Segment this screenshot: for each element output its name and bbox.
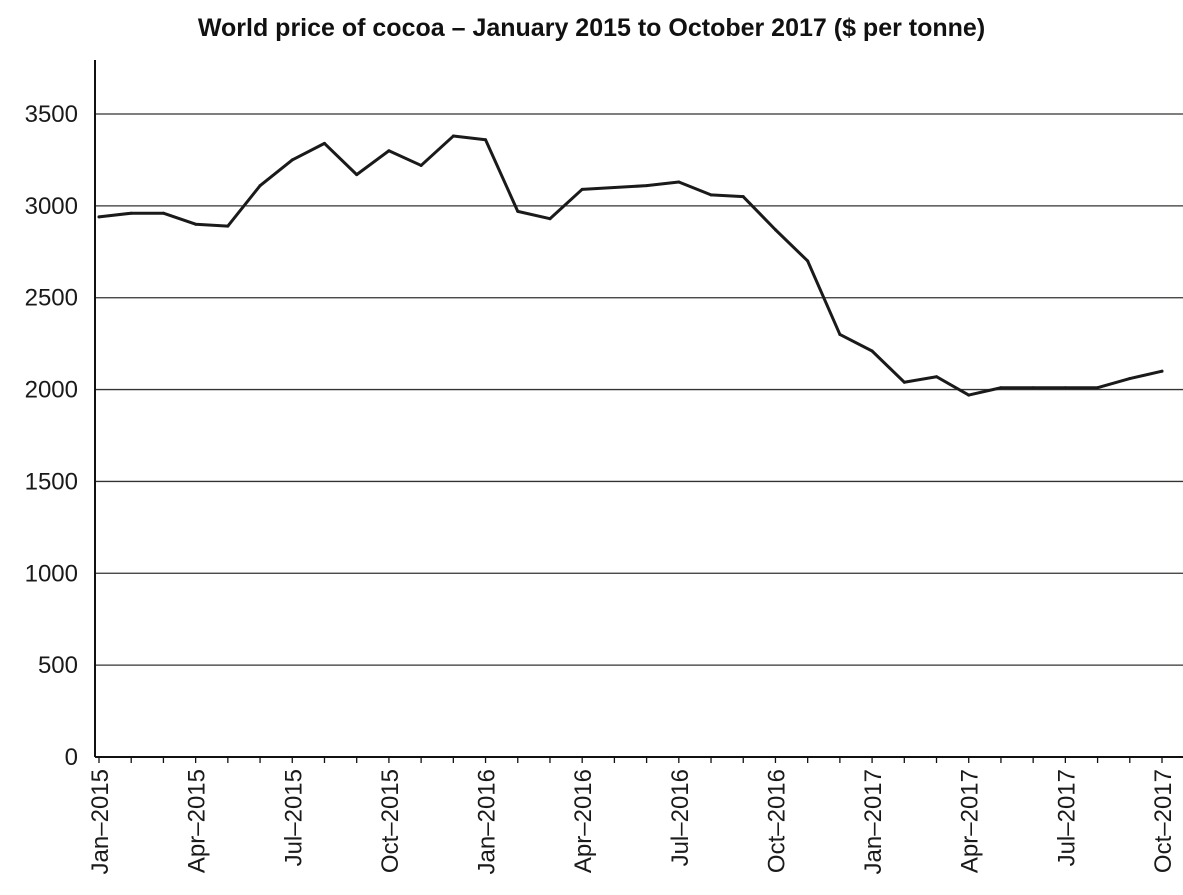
data-point bbox=[806, 259, 810, 263]
data-point bbox=[548, 217, 552, 221]
data-point bbox=[258, 184, 262, 188]
x-tick-label: Oct–2015 bbox=[377, 769, 404, 873]
x-tick-label: Jan–2016 bbox=[474, 769, 501, 874]
data-point bbox=[870, 349, 874, 353]
data-point bbox=[677, 180, 681, 184]
x-tick-label: Jul–2016 bbox=[667, 769, 694, 866]
data-point bbox=[355, 173, 359, 177]
data-point bbox=[161, 211, 165, 215]
x-tick-label: Apr–2016 bbox=[570, 769, 597, 873]
data-point bbox=[741, 195, 745, 199]
y-tick-label: 3500 bbox=[25, 101, 78, 128]
data-point bbox=[97, 215, 101, 219]
data-point bbox=[902, 380, 906, 384]
y-tick-label: 3000 bbox=[25, 193, 78, 220]
x-tick-label: Jan–2017 bbox=[860, 769, 887, 874]
data-point bbox=[387, 149, 391, 153]
x-tick-label: Oct–2016 bbox=[763, 769, 790, 873]
data-point bbox=[194, 222, 198, 226]
x-tick-label: Oct–2017 bbox=[1150, 769, 1177, 873]
data-point bbox=[290, 158, 294, 162]
data-point bbox=[838, 332, 842, 336]
x-tick-label: Jan–2015 bbox=[87, 769, 114, 874]
data-point bbox=[129, 211, 133, 215]
series-line bbox=[97, 134, 1164, 397]
x-tick-labels: Jan–2015 Apr–2015 Jul–2015 Oct–2015 Jan–2016… bbox=[87, 769, 1177, 874]
data-point bbox=[1096, 386, 1100, 390]
gridlines bbox=[95, 113, 1183, 666]
data-point bbox=[1160, 369, 1164, 373]
data-point bbox=[226, 224, 230, 228]
y-tick-label: 2000 bbox=[25, 377, 78, 404]
data-point bbox=[580, 187, 584, 191]
y-tick-label: 1000 bbox=[25, 560, 78, 587]
x-tick-label: Apr–2015 bbox=[184, 769, 211, 873]
data-point bbox=[516, 209, 520, 213]
data-point bbox=[1031, 386, 1035, 390]
y-tick-label: 500 bbox=[38, 652, 78, 679]
axes bbox=[94, 60, 1183, 763]
data-point bbox=[451, 134, 455, 138]
data-point bbox=[612, 185, 616, 189]
y-tick-label: 0 bbox=[65, 744, 78, 771]
data-point bbox=[967, 393, 971, 397]
series-layer bbox=[97, 134, 1164, 397]
x-tick-label: Apr–2017 bbox=[957, 769, 984, 873]
x-tick-label: Jul–2015 bbox=[280, 769, 307, 866]
data-point bbox=[419, 163, 423, 167]
data-point bbox=[322, 141, 326, 145]
data-point bbox=[1063, 386, 1067, 390]
data-point bbox=[484, 138, 488, 142]
data-point bbox=[935, 375, 939, 379]
y-tick-label: 1500 bbox=[25, 468, 78, 495]
x-tick-label: Jul–2017 bbox=[1053, 769, 1080, 866]
chart-title: World price of cocoa – January 2015 to O… bbox=[197, 14, 986, 42]
data-point bbox=[645, 184, 649, 188]
y-tick-label: 2500 bbox=[25, 285, 78, 312]
data-point bbox=[709, 193, 713, 197]
y-tick-labels: 0 500 1000 1500 2000 2500 3000 3500 bbox=[25, 101, 78, 771]
data-point bbox=[773, 228, 777, 232]
data-point bbox=[1128, 377, 1132, 381]
data-point bbox=[999, 386, 1003, 390]
